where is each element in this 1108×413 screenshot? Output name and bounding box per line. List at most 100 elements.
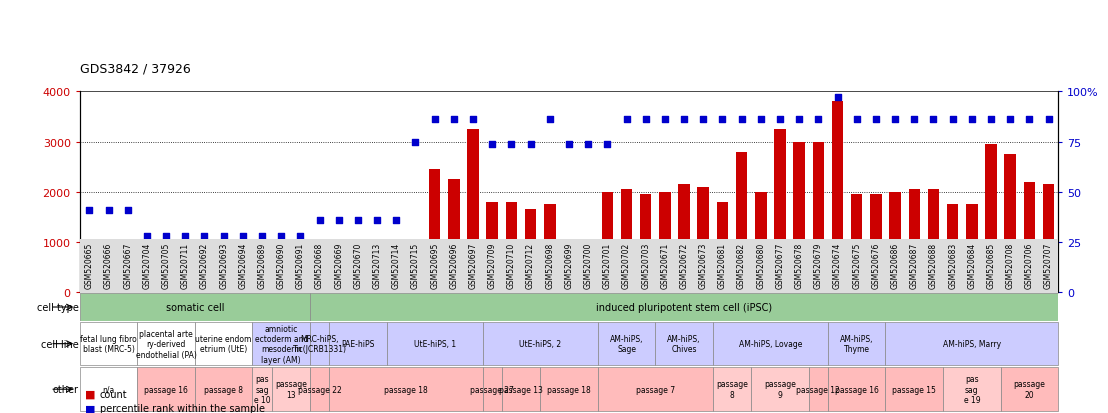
Point: [368, 217, 386, 223]
Text: count: count: [100, 389, 127, 399]
Text: MRC-hiPS,
Tic(JCRB1331): MRC-hiPS, Tic(JCRB1331): [293, 334, 347, 354]
Bar: [1005, 155, 1016, 292]
Bar: [161, 290, 172, 292]
Text: AM-hiPS,
Chives: AM-hiPS, Chives: [667, 334, 700, 354]
Text: GSM520675: GSM520675: [852, 242, 861, 289]
Text: GSM520686: GSM520686: [891, 242, 900, 288]
Bar: [698, 187, 709, 292]
Text: passage
8: passage 8: [716, 380, 748, 399]
Point: [732, 117, 750, 123]
Bar: [659, 192, 670, 292]
Text: GSM520683: GSM520683: [948, 242, 957, 288]
Bar: [985, 145, 997, 292]
Point: [349, 217, 367, 223]
Text: GSM520667: GSM520667: [123, 242, 132, 289]
Point: [905, 117, 923, 123]
Bar: [544, 205, 555, 292]
Text: GSM520666: GSM520666: [104, 242, 113, 289]
Bar: [198, 282, 211, 292]
Point: [1020, 117, 1038, 123]
Bar: [195, 368, 253, 411]
Text: GSM520708: GSM520708: [1006, 242, 1015, 288]
Bar: [525, 210, 536, 292]
Text: GSM520705: GSM520705: [162, 242, 171, 289]
Point: [81, 207, 99, 214]
Text: somatic cell: somatic cell: [165, 302, 224, 312]
Point: [675, 117, 692, 123]
Point: [234, 233, 252, 240]
Bar: [583, 262, 594, 292]
Text: GSM520671: GSM520671: [660, 242, 669, 288]
Point: [656, 117, 674, 123]
Text: passage 7: passage 7: [636, 385, 675, 394]
Point: [407, 139, 424, 145]
Point: [100, 207, 117, 214]
Text: GSM520691: GSM520691: [296, 242, 305, 288]
Bar: [563, 247, 575, 292]
Text: passage
9: passage 9: [765, 380, 796, 399]
Bar: [1001, 368, 1058, 411]
Bar: [793, 142, 804, 292]
Bar: [717, 202, 728, 292]
Bar: [310, 322, 329, 366]
Text: GSM520684: GSM520684: [967, 242, 976, 288]
Bar: [195, 322, 253, 366]
Bar: [253, 322, 310, 366]
Text: passage 16: passage 16: [144, 385, 188, 394]
Text: GSM520690: GSM520690: [277, 242, 286, 289]
Text: ■: ■: [85, 389, 95, 399]
Text: GSM520694: GSM520694: [238, 242, 247, 289]
Point: [771, 117, 789, 123]
Text: GSM520681: GSM520681: [718, 242, 727, 288]
Point: [963, 117, 981, 123]
Bar: [828, 322, 885, 366]
Bar: [909, 190, 920, 292]
Bar: [620, 190, 633, 292]
Text: other: other: [53, 384, 79, 394]
Text: GSM520698: GSM520698: [545, 242, 554, 288]
Text: AM-hiPS,
Sage: AM-hiPS, Sage: [609, 334, 644, 354]
Text: GSM520672: GSM520672: [679, 242, 688, 288]
Text: GSM520680: GSM520680: [757, 242, 766, 288]
Text: GSM520673: GSM520673: [699, 242, 708, 289]
Text: induced pluripotent stem cell (iPSC): induced pluripotent stem cell (iPSC): [596, 302, 772, 312]
Text: GSM520678: GSM520678: [794, 242, 803, 288]
Bar: [122, 290, 133, 292]
Text: passage
13: passage 13: [275, 380, 307, 399]
Point: [253, 233, 270, 240]
Bar: [505, 202, 517, 292]
Bar: [271, 368, 310, 411]
Point: [868, 117, 885, 123]
Text: GSM520669: GSM520669: [335, 242, 343, 289]
Text: GSM520689: GSM520689: [257, 242, 267, 288]
Bar: [80, 293, 310, 321]
Point: [560, 141, 577, 147]
Bar: [597, 322, 655, 366]
Point: [330, 217, 348, 223]
Text: GSM520695: GSM520695: [430, 242, 439, 289]
Text: AM-hiPS, Marry: AM-hiPS, Marry: [943, 339, 1001, 348]
Bar: [597, 368, 712, 411]
Text: n/a: n/a: [102, 385, 114, 394]
Point: [445, 117, 463, 123]
Text: uterine endom
etrium (UtE): uterine endom etrium (UtE): [195, 334, 252, 354]
Bar: [237, 281, 248, 292]
Text: GSM520697: GSM520697: [469, 242, 478, 289]
Text: GSM520670: GSM520670: [353, 242, 362, 289]
Point: [944, 117, 962, 123]
Text: passage 16: passage 16: [834, 385, 879, 394]
Bar: [655, 322, 712, 366]
Bar: [486, 202, 497, 292]
Bar: [885, 368, 943, 411]
Bar: [774, 130, 786, 292]
Text: GSM520682: GSM520682: [737, 242, 746, 288]
Bar: [352, 262, 363, 292]
Point: [1039, 117, 1057, 123]
Point: [503, 141, 521, 147]
Bar: [387, 322, 483, 366]
Bar: [83, 290, 95, 292]
Text: GSM520703: GSM520703: [642, 242, 650, 289]
Point: [637, 117, 655, 123]
Text: UtE-hiPS, 1: UtE-hiPS, 1: [413, 339, 455, 348]
Bar: [851, 195, 862, 292]
